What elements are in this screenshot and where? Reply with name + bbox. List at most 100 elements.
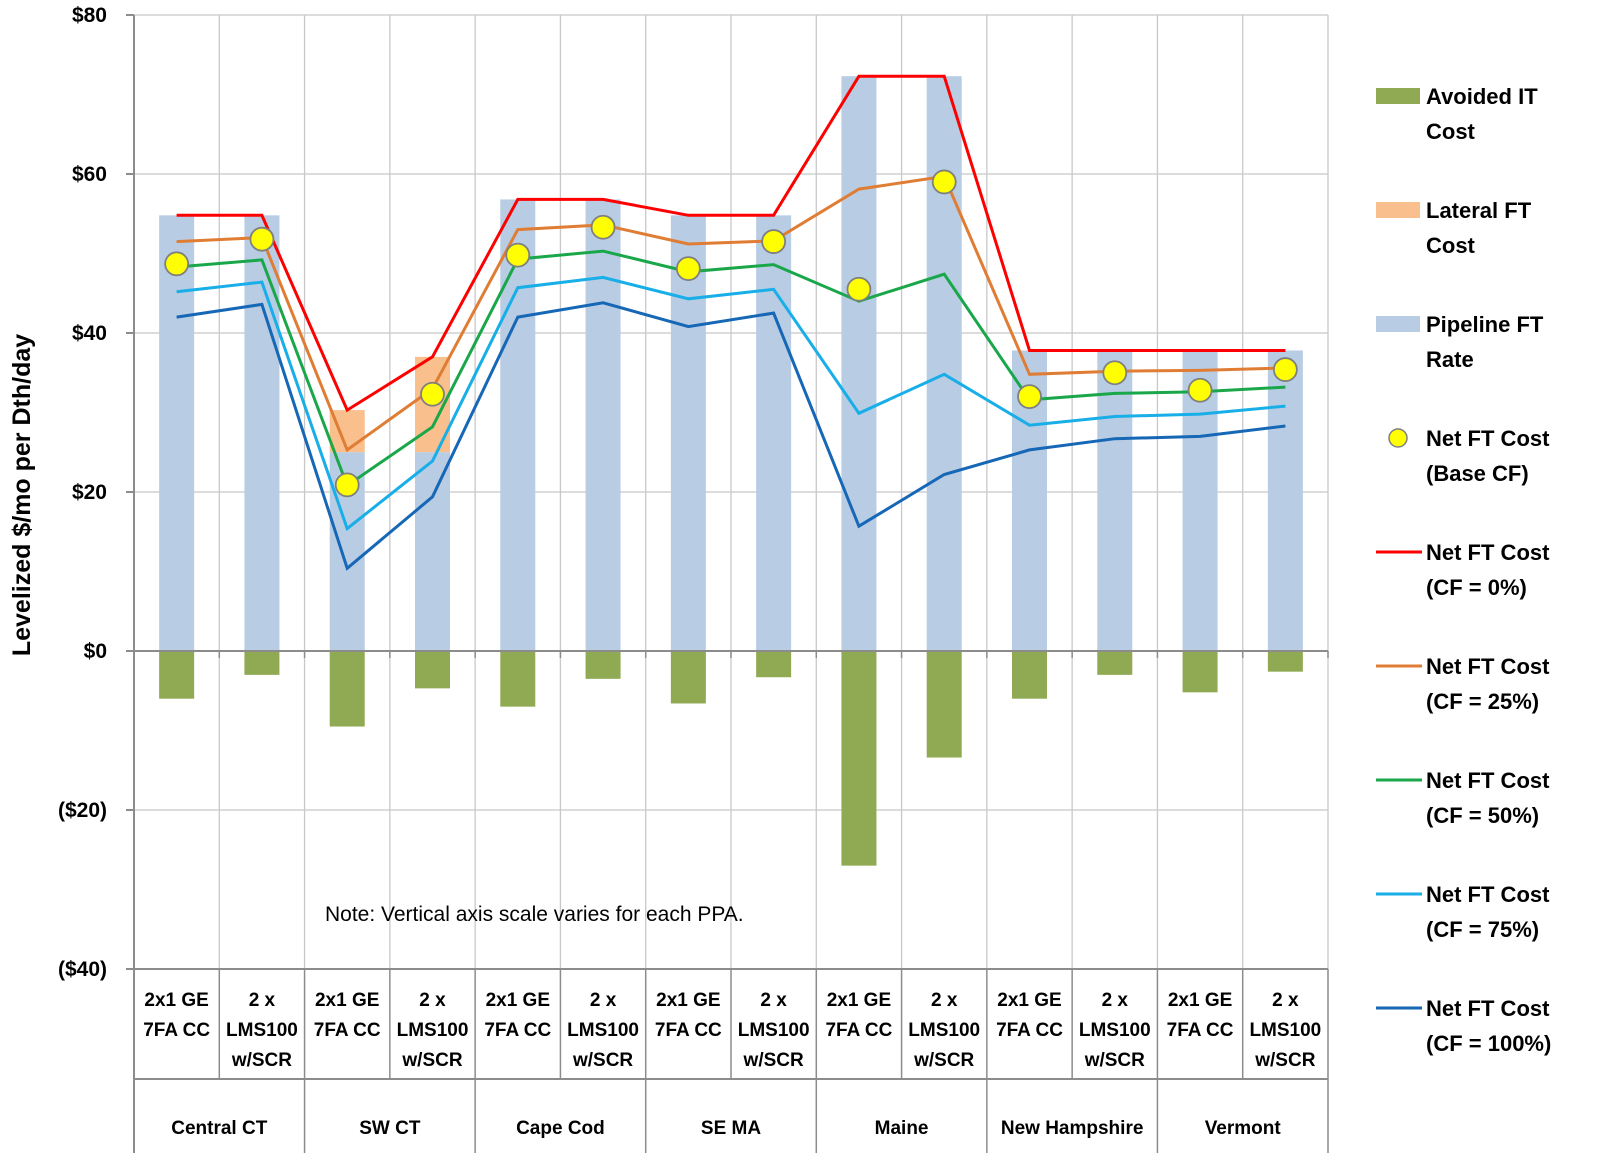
bar-avoided-it-cost — [244, 651, 280, 675]
y-tick-label: $40 — [72, 322, 107, 345]
gridlines — [134, 14, 1329, 970]
x-tick-label: w/SCR — [1084, 1050, 1145, 1071]
bar-avoided-it-cost — [670, 651, 706, 704]
x-tick-label: 2 x — [760, 990, 787, 1011]
x-tick-label: 2 x — [931, 990, 958, 1011]
bar-avoided-it-cost — [415, 651, 450, 689]
chart-note: Note: Vertical axis scale varies for eac… — [325, 903, 744, 926]
marker-net-ft-cost-base-cf — [164, 251, 190, 277]
legend-label: Net FT Cost — [1426, 882, 1550, 907]
bar-pipeline-ft-rate — [1267, 350, 1303, 651]
marker-net-ft-cost-base-cf — [1102, 360, 1128, 386]
bar-avoided-it-cost — [841, 651, 877, 866]
bar-avoided-it-cost — [329, 651, 365, 727]
bar-avoided-it-cost — [1267, 651, 1303, 672]
x-tick-label: 7FA CC — [314, 1020, 381, 1041]
x-tick-label: LMS100 — [738, 1020, 810, 1041]
x-tick-label: LMS100 — [397, 1020, 469, 1041]
legend-label: Net FT Cost — [1426, 996, 1550, 1021]
x-tick-label: 7FA CC — [996, 1020, 1063, 1041]
x-tick-label: 2x1 GE — [144, 990, 208, 1011]
x-tick-label: LMS100 — [226, 1020, 298, 1041]
x-tick-label: w/SCR — [913, 1050, 974, 1071]
x-tick-label: 2x1 GE — [1168, 990, 1232, 1011]
legend-label: Net FT Cost — [1426, 768, 1550, 793]
x-tick-label: 7FA CC — [1167, 1020, 1234, 1041]
line-net-ft-cost-cf-75- — [176, 275, 1286, 532]
bar-pipeline-ft-rate — [841, 76, 877, 652]
marker-net-ft-cost-base-cf — [761, 229, 787, 254]
axis-labels: $80 $60 $40 $20 $0 ($20) ($40) 2x1 GE 7FA CC 2 x L… — [58, 4, 1321, 1139]
x-tick-label: 2x1 GE — [315, 990, 379, 1011]
x-tick-label: w/SCR — [1254, 1050, 1315, 1071]
y-tick-label: $0 — [84, 640, 107, 663]
x-tick-label: w/SCR — [401, 1050, 462, 1071]
legend-label: Lateral FT — [1426, 198, 1532, 223]
marker-net-ft-cost-base-cf — [334, 472, 360, 498]
x-tick-label: w/SCR — [743, 1050, 804, 1071]
bar-avoided-it-cost — [1012, 651, 1047, 699]
legend-label: Net FT Cost — [1426, 540, 1550, 565]
legend-swatch-avoided-it-cost — [1376, 88, 1420, 104]
group-label: New Hampshire — [1001, 1118, 1144, 1139]
legend-swatch-lateral-ft-cost — [1376, 202, 1420, 218]
x-tick-label: 2 x — [419, 990, 446, 1011]
group-label: Vermont — [1205, 1118, 1282, 1139]
bar-avoided-it-cost — [500, 651, 536, 707]
group-label: Maine — [875, 1118, 929, 1139]
legend-label: Pipeline FT — [1426, 312, 1544, 337]
group-label: Central CT — [171, 1118, 267, 1139]
line-net-ft-cost-cf-25- — [176, 174, 1286, 453]
legend-label: (CF = 75%) — [1426, 917, 1539, 942]
marker-net-ft-cost-base-cf — [249, 226, 275, 252]
legend-label: Cost — [1426, 119, 1476, 144]
bars — [159, 76, 1303, 866]
bar-avoided-it-cost — [756, 651, 792, 678]
axes — [126, 14, 1329, 1153]
line-net-ft-cost-cf-50- — [176, 249, 1286, 488]
x-tick-label: 2x1 GE — [656, 990, 720, 1011]
x-tick-label: 7FA CC — [825, 1020, 892, 1041]
bar-avoided-it-cost — [159, 651, 195, 699]
x-tick-label: 2x1 GE — [486, 990, 550, 1011]
bar-pipeline-ft-rate — [1097, 350, 1133, 651]
bar-pipeline-ft-rate — [415, 452, 450, 651]
x-tick-label: 7FA CC — [655, 1020, 722, 1041]
y-tick-label: $60 — [72, 163, 107, 186]
marker-net-ft-cost-base-cf — [846, 276, 872, 302]
legend-label: (CF = 0%) — [1426, 575, 1527, 600]
base-cf-markers — [164, 169, 1298, 498]
x-tick-label: 2 x — [1272, 990, 1299, 1011]
line-net-ft-cost-cf-0- — [176, 74, 1286, 413]
legend-label: Net FT Cost — [1426, 654, 1550, 679]
x-tick-label: LMS100 — [567, 1020, 639, 1041]
x-tick-label: w/SCR — [231, 1050, 292, 1071]
x-tick-label: LMS100 — [1079, 1020, 1151, 1041]
group-label: Cape Cod — [516, 1118, 605, 1139]
group-label: SE MA — [701, 1118, 761, 1139]
marker-net-ft-cost-base-cf — [675, 256, 701, 282]
bar-avoided-it-cost — [926, 651, 962, 758]
legend-label: (CF = 50%) — [1426, 803, 1539, 828]
marker-net-ft-cost-base-cf — [590, 214, 616, 240]
legend-label: Rate — [1426, 347, 1474, 372]
legend-label: (Base CF) — [1426, 461, 1529, 486]
legend-label: Net FT Cost — [1426, 426, 1550, 451]
x-tick-label: 2 x — [249, 990, 276, 1011]
x-tick-label: 2 x — [1102, 990, 1129, 1011]
marker-net-ft-cost-base-cf — [1017, 384, 1042, 410]
bar-pipeline-ft-rate — [756, 215, 792, 651]
bar-pipeline-ft-rate — [670, 215, 706, 651]
marker-net-ft-cost-base-cf — [1187, 377, 1213, 403]
bar-avoided-it-cost — [1097, 651, 1133, 675]
legend-label: Avoided IT — [1426, 84, 1538, 109]
marker-net-ft-cost-base-cf — [420, 381, 445, 407]
marker-net-ft-cost-base-cf — [931, 169, 957, 195]
marker-net-ft-cost-base-cf — [1272, 357, 1298, 382]
series-lines — [176, 74, 1286, 571]
line-net-ft-cost-cf-100- — [176, 301, 1286, 571]
bar-pipeline-ft-rate — [500, 199, 536, 651]
y-axis-title: Levelized $/mo per Dth/day — [8, 334, 36, 656]
bar-pipeline-ft-rate — [159, 215, 195, 651]
